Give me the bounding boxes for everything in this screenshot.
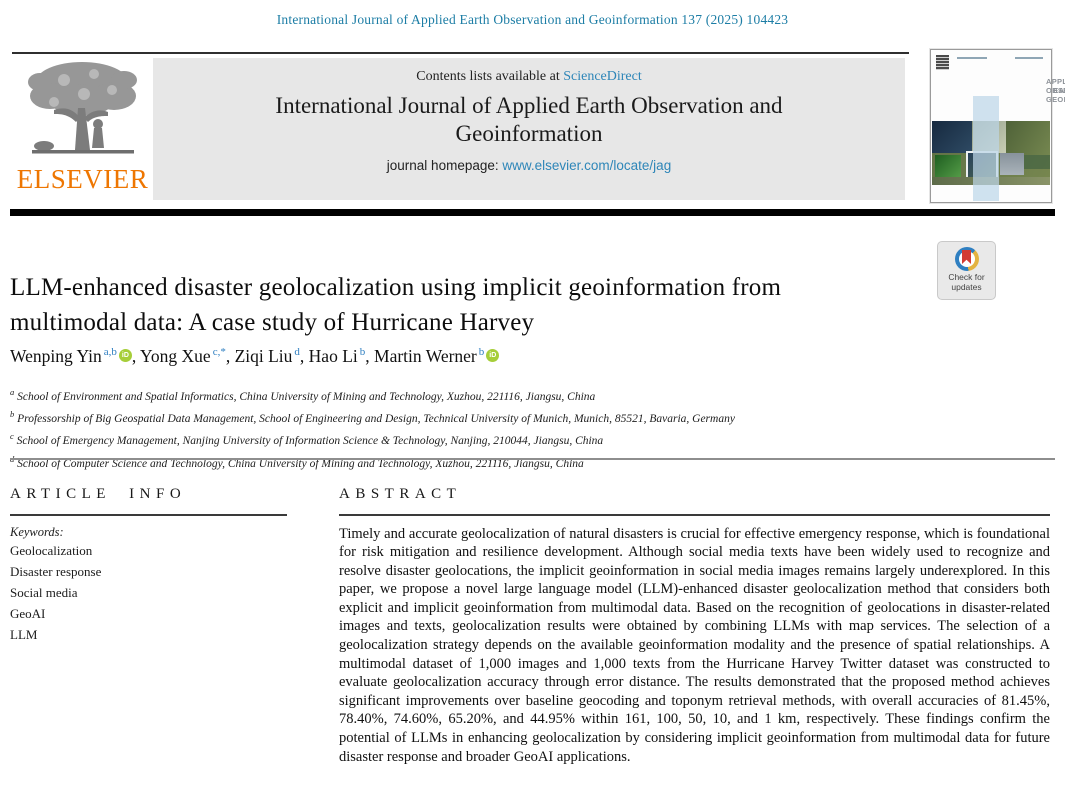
keyword: Disaster response xyxy=(10,563,102,579)
affiliation-sup: a xyxy=(10,387,15,397)
author-separator: , xyxy=(299,346,309,366)
affiliation-text: School of Computer Science and Technolog… xyxy=(14,457,584,470)
masthead-top-rule xyxy=(12,52,909,54)
journal-homepage-link[interactable]: www.elsevier.com/locate/jag xyxy=(502,158,672,173)
article-info-section: ARTICLE INFO Keywords: Geolocalization D… xyxy=(10,486,287,645)
affiliation-text: School of Environment and Spatial Inform… xyxy=(14,390,596,403)
contents-prefix: Contents lists available at xyxy=(416,69,564,84)
abstract-section: ABSTRACT Timely and accurate geolocaliza… xyxy=(339,486,1050,766)
homepage-line: journal homepage: www.elsevier.com/locat… xyxy=(153,158,905,173)
cover-issue-text xyxy=(957,57,987,59)
section-divider-bar xyxy=(10,209,1055,216)
author-affil-sup: d xyxy=(294,346,300,359)
abstract-text: Timely and accurate geolocalization of n… xyxy=(339,525,1050,765)
check-for-updates-icon xyxy=(954,247,979,271)
cover-blue-band xyxy=(973,96,999,196)
author-name[interactable]: Martin Werner xyxy=(374,346,477,366)
author-affil-sup: c,* xyxy=(212,346,226,359)
keywords-label: Keywords: xyxy=(10,524,64,539)
badge-label-line2: updates xyxy=(951,281,982,292)
journal-citation-header: International Journal of Applied Earth O… xyxy=(276,12,789,27)
affiliation: b Professorship of Big Geospatial Data M… xyxy=(10,406,1050,428)
keyword: LLM xyxy=(10,626,38,642)
author-name[interactable]: Yong Xue xyxy=(140,346,211,366)
keyword: Geolocalization xyxy=(10,542,93,558)
author: Ziqi Liu d, xyxy=(235,346,309,366)
cover-title-line3: GEOINFORMATION xyxy=(1046,95,1065,104)
author-affil-sup: b xyxy=(478,346,485,359)
abstract-heading: ABSTRACT xyxy=(339,486,462,502)
author-name[interactable]: Ziqi Liu xyxy=(234,346,293,366)
homepage-prefix: journal homepage: xyxy=(386,158,503,173)
article-title-line1: LLM-enhanced disaster geolocalization us… xyxy=(10,274,782,301)
elsevier-wordmark: ELSEVIER xyxy=(16,164,149,194)
author-affil-sup: a,b xyxy=(103,346,117,359)
author: Martin Werner b iD xyxy=(374,346,500,366)
author-name[interactable]: Hao Li xyxy=(308,346,358,366)
elsevier-logo: ELSEVIER xyxy=(12,58,153,200)
abstract-rule xyxy=(339,514,1050,516)
article-info-rule xyxy=(10,514,287,516)
affiliation: a School of Environment and Spatial Info… xyxy=(10,384,1050,406)
article-title: LLM-enhanced disaster geolocalization us… xyxy=(10,270,1010,340)
article-title-line2: multimodal data: A case study of Hurrica… xyxy=(10,309,535,336)
cover-footer-band xyxy=(973,185,999,201)
journal-title: International Journal of Applied Earth O… xyxy=(189,92,869,148)
sciencedirect-link[interactable]: ScienceDirect xyxy=(563,69,642,84)
affiliation-sup: c xyxy=(10,431,14,442)
cover-issn-text xyxy=(1015,57,1043,59)
author-separator: , xyxy=(365,346,375,366)
affiliation: c School of Emergency Management, Nanjin… xyxy=(10,428,1050,450)
keyword: Social media xyxy=(10,584,78,600)
badge-label-line1: Check for xyxy=(948,272,985,282)
elsevier-tree-icon xyxy=(27,62,137,154)
keyword: GeoAI xyxy=(10,605,46,621)
check-for-updates-label: Check for updates xyxy=(938,272,995,292)
author-list: Wenping Yin a,b iD, Yong Xue c,*, Ziqi Liu d… xyxy=(10,346,1010,367)
author: Yong Xue c,*, xyxy=(140,346,235,366)
orcid-icon[interactable]: iD xyxy=(118,349,132,362)
check-for-updates-badge[interactable]: Check for updates xyxy=(937,241,996,300)
affiliation-text: School of Emergency Management, Nanjing … xyxy=(13,435,604,448)
affiliation-sup: b xyxy=(10,409,15,420)
cover-publisher-mark-icon xyxy=(936,55,949,70)
journal-title-line1: International Journal of Applied Earth O… xyxy=(275,93,783,118)
cover-title-line2: OBSERVATION AND xyxy=(1046,86,1065,95)
author-separator: , xyxy=(131,346,141,366)
journal-title-line2: Geoinformation xyxy=(455,121,603,146)
author-name[interactable]: Wenping Yin xyxy=(10,346,102,366)
masthead-panel: Contents lists available at ScienceDirec… xyxy=(153,58,905,200)
article-info-heading: ARTICLE INFO xyxy=(10,486,187,502)
author: Wenping Yin a,b iD, xyxy=(10,346,140,366)
orcid-icon[interactable]: iD xyxy=(486,349,500,362)
affiliation: d School of Computer Science and Technol… xyxy=(10,451,1050,473)
contents-line: Contents lists available at ScienceDirec… xyxy=(153,58,905,85)
author: Hao Li b, xyxy=(309,346,374,366)
journal-cover-thumbnail: APPLIED EARTH OBSERVATION AND GEOINFORMA… xyxy=(930,49,1065,203)
header-body-divider xyxy=(10,458,1055,460)
author-affil-sup: b xyxy=(359,346,366,359)
cover-title-line1: APPLIED EARTH xyxy=(1046,77,1065,95)
author-separator: , xyxy=(225,346,235,366)
affiliation-text: Professorship of Big Geospatial Data Man… xyxy=(14,413,735,426)
affiliation-list: a School of Environment and Spatial Info… xyxy=(10,384,1050,473)
